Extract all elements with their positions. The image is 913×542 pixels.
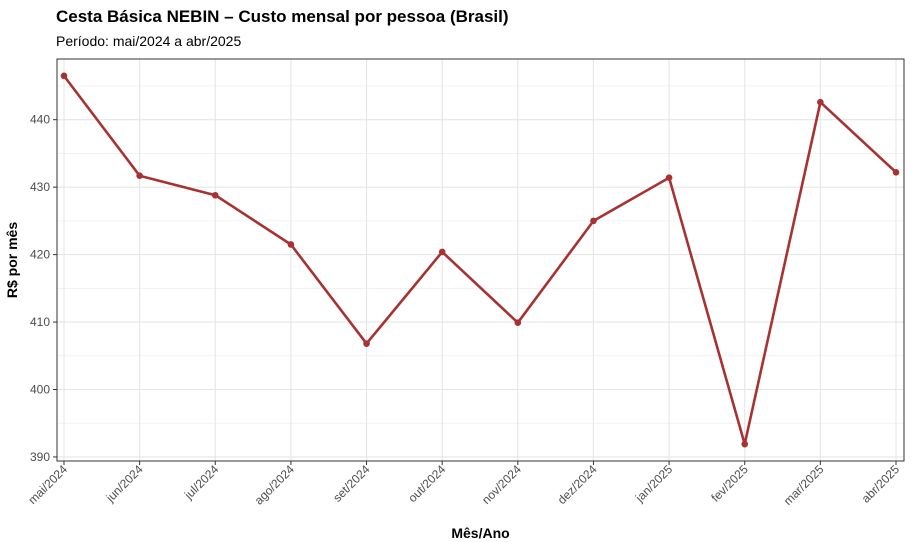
y-tick-label: 400 (30, 383, 50, 397)
data-point (287, 241, 295, 248)
x-tick-label: nov/2024 (479, 462, 524, 507)
data-point (817, 98, 824, 106)
x-tick-label: set/2024 (330, 462, 373, 505)
data-point (211, 191, 219, 199)
chart-title: Cesta Básica NEBIN – Custo mensal por pe… (56, 7, 509, 26)
chart-subtitle: Período: mai/2024 a abr/2025 (56, 33, 242, 49)
data-point (741, 440, 749, 448)
series-layer (60, 72, 900, 448)
x-tick-label: jun/2024 (103, 462, 146, 505)
x-tick-label: mar/2025 (781, 462, 827, 508)
data-point (590, 217, 597, 225)
x-tick-label: abr/2025 (859, 462, 903, 506)
x-tick-label: mai/2024 (25, 462, 70, 507)
data-point (136, 172, 143, 179)
series-line (62, 74, 898, 446)
y-axis-title: R$ por mês (4, 222, 20, 298)
x-tick-label: fev/2025 (708, 462, 751, 505)
data-point (514, 319, 522, 327)
x-tick-label: dez/2024 (555, 462, 600, 507)
data-point (665, 174, 673, 182)
x-tick-label: jul/2024 (181, 462, 222, 503)
y-tick-label: 440 (30, 113, 50, 127)
data-point (363, 340, 370, 347)
x-axis-title: Mês/Ano (451, 525, 509, 541)
data-point (438, 248, 446, 256)
y-tick-label: 390 (30, 450, 50, 464)
x-tick-label: ago/2024 (252, 462, 298, 508)
plot-panel-border (56, 58, 905, 462)
axis-ticks: 390 400 410 420 430 440 mai/2024 jun/2024 jul/20… (25, 113, 902, 508)
data-point (60, 72, 68, 80)
y-tick-label: 420 (30, 248, 50, 262)
y-tick-label: 430 (30, 180, 50, 194)
x-tick-label: jan/2025 (632, 462, 675, 505)
x-tick-label: out/2024 (405, 462, 448, 505)
grid-layer (57, 59, 904, 461)
y-tick-label: 410 (30, 315, 50, 329)
data-point (892, 169, 900, 176)
